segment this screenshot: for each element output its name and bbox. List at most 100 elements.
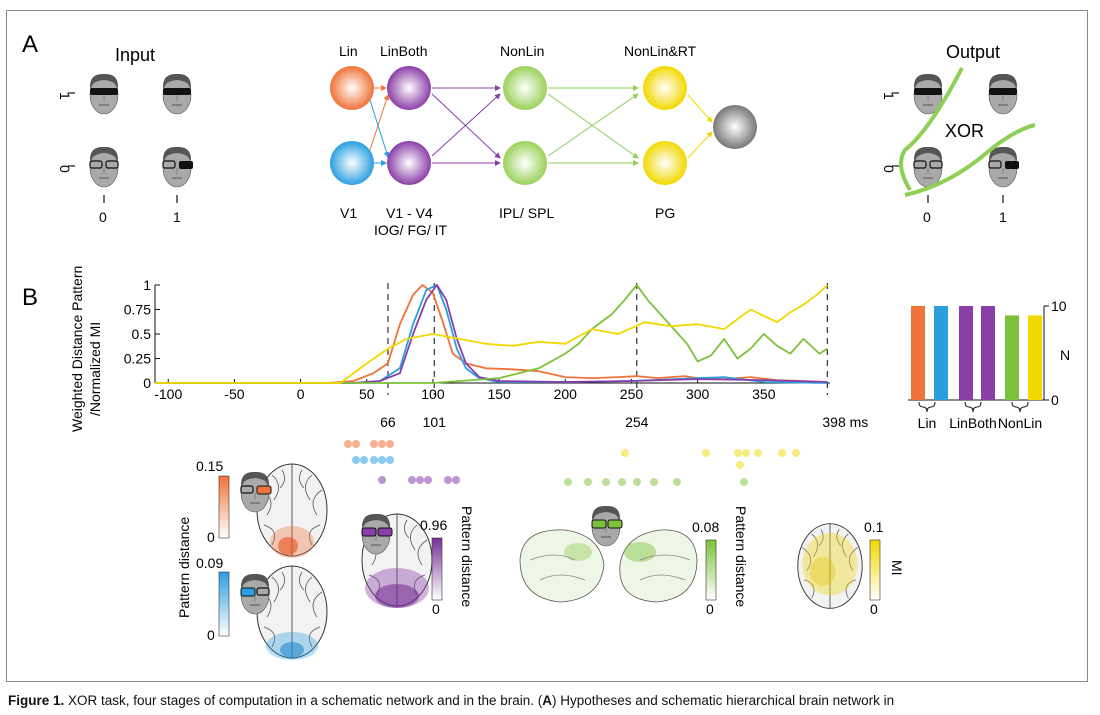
y-tick-label: 0.5 (132, 326, 152, 342)
node-output (713, 105, 757, 149)
series-line-blue (155, 284, 828, 384)
face-top-left (89, 73, 119, 115)
schematic-network: Lin LinBoth NonLin NonLin&RT (330, 43, 757, 238)
colorbar-blue-min: 0 (207, 627, 215, 643)
bar-group-label: Lin (918, 415, 937, 431)
line-chart-ylabel-1: Weighted Distance Pattern (69, 266, 85, 432)
bar-group-label: NonLin (998, 415, 1042, 431)
colorbar-lin-label: Pattern distance (176, 517, 192, 618)
dots-yellow (621, 449, 800, 469)
y-tick-label: 1 (143, 277, 151, 293)
brain-linboth: 0.96 0 Pattern distance (361, 506, 475, 617)
colorbar-yellow-label: MI (889, 560, 905, 576)
y-tick-label: 0.75 (124, 302, 151, 318)
colorbar-orange (218, 475, 230, 539)
x-tick-label: 150 (487, 386, 511, 402)
face-bottom-left (89, 146, 119, 188)
output-x-label-1: 1 (999, 209, 1007, 225)
panel-b-label: B (22, 284, 38, 311)
x-tick-label: 50 (359, 386, 375, 402)
dots-purple (378, 476, 460, 484)
series-line-orange (155, 284, 828, 384)
significance-dots (344, 440, 800, 486)
brain-nonlin-rt: 0.1 0 MI (797, 519, 905, 617)
output-grid: Output XOR 1 0 0 1 (881, 42, 1036, 225)
bar-group-brace (918, 401, 936, 413)
bar-yellow (1028, 315, 1042, 400)
figure-1: A Input 1 0 0 1 Lin LinBoth NonLin NonLi… (22, 31, 1070, 660)
y-tick-label: 0.25 (124, 351, 151, 367)
node-lin-orange (330, 66, 374, 110)
region-v1: V1 (340, 205, 357, 221)
xor-label: XOR (945, 121, 984, 141)
x-tick-label: -100 (154, 386, 182, 402)
x-tick-label: 300 (686, 386, 710, 402)
colorbar-green (705, 539, 717, 601)
bar-axis-label: N (1060, 347, 1070, 363)
figure-frame (6, 10, 1088, 682)
input-y-label-1: 1 (57, 92, 73, 100)
line-chart-ylabel-2: /Normalized MI (87, 322, 103, 416)
bar-group-brace (964, 401, 982, 413)
region-pg: PG (655, 205, 675, 221)
node-lin-blue (330, 141, 374, 185)
bar-y-tick-label: 10 (1051, 298, 1067, 314)
region-ipl-spl: IPL/ SPL (499, 205, 554, 221)
input-title: Input (115, 45, 155, 65)
colorbar-purple-label: Pattern distance (459, 506, 475, 607)
brain-lin-blue: 0.09 0 Pattern distance (176, 517, 328, 660)
output-y-label-1: 1 (881, 92, 897, 100)
bar-green (1005, 315, 1019, 400)
node-pg-bottom (643, 141, 687, 185)
bar-group-label: LinBoth (949, 415, 996, 431)
input-x-label-1: 1 (173, 209, 181, 225)
colorbar-blue (218, 571, 230, 637)
x-tick-label: 200 (554, 386, 578, 402)
bar-purple (959, 306, 973, 400)
face-bottom-right (162, 146, 193, 188)
node-nonlin-bottom (503, 141, 547, 185)
x-tick-label: 0 (297, 386, 305, 402)
node-pg-top (643, 66, 687, 110)
brain-lin-orange: 0.15 0 (196, 458, 328, 558)
time-marker-label: 101 (423, 414, 447, 430)
series-line-green (155, 284, 828, 384)
colorbar-green-max: 0.08 (692, 519, 719, 535)
colorbar-green-min: 0 (706, 601, 714, 617)
stage-lin: Lin (339, 43, 358, 59)
bar-y-tick-label: 0 (1051, 392, 1059, 408)
dots-blue (352, 456, 394, 464)
colorbar-orange-min: 0 (207, 529, 215, 545)
region-v1-v4: V1 - V4 (386, 205, 433, 221)
node-linboth-top (387, 66, 431, 110)
dots-orange (344, 440, 394, 448)
stage-linboth: LinBoth (380, 43, 427, 59)
face-top-right (162, 73, 192, 115)
bar-group-brace (1011, 401, 1029, 413)
node-nonlin-top (503, 66, 547, 110)
time-marker-label: 254 (625, 414, 649, 430)
dots-green (564, 478, 748, 486)
colorbar-purple-min: 0 (432, 601, 440, 617)
node-linboth-bottom (387, 141, 431, 185)
output-x-label-0: 0 (923, 209, 931, 225)
caption-figure-label: Figure 1. (8, 693, 65, 708)
time-marker-label: 398 ms (822, 414, 868, 430)
x-tick-label: -50 (224, 386, 244, 402)
x-tick-label: 350 (752, 386, 776, 402)
stage-nonlin-rt: NonLin&RT (624, 43, 697, 59)
bar-chart: 0 10 N Lin LinBoth NonLin (908, 298, 1070, 431)
series-line-yellow (155, 284, 829, 384)
x-tick-label: 100 (421, 386, 445, 402)
colorbar-purple-max: 0.96 (420, 517, 447, 533)
xor-boundary-right (904, 123, 1036, 197)
colorbar-orange-max: 0.15 (196, 458, 223, 474)
x-tick-label: 250 (620, 386, 644, 402)
colorbar-yellow (869, 539, 881, 601)
colorbar-yellow-max: 0.1 (864, 519, 884, 535)
input-x-label-0: 0 (99, 209, 107, 225)
colorbar-purple (431, 537, 443, 601)
output-title: Output (946, 42, 1000, 62)
output-y-label-0: 0 (881, 165, 897, 173)
bar-blue (934, 306, 948, 400)
